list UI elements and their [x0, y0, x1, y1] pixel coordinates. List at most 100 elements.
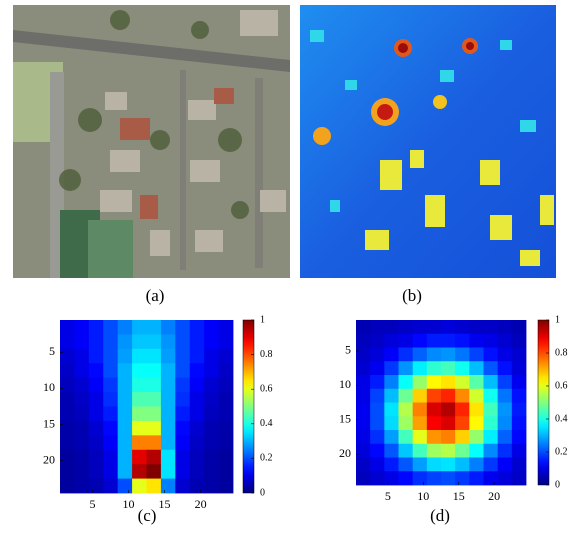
colorbar-tick-label: 0.6	[555, 380, 568, 391]
heatmap-cell	[60, 479, 75, 494]
heatmap-cell	[384, 416, 399, 430]
heatmap-cell	[161, 450, 176, 465]
heatmap-cell	[356, 458, 371, 472]
heatmap-cell	[161, 392, 176, 407]
heatmap-cell	[370, 416, 385, 430]
heatmap-cell	[74, 378, 89, 393]
heatmap-cell	[204, 479, 219, 494]
heatmap-cell	[441, 389, 456, 403]
heatmap-cell	[427, 471, 442, 485]
heatmap-cell	[219, 349, 234, 364]
heatmap-cell	[103, 349, 118, 364]
heatmap-cell	[175, 450, 190, 465]
heatmap-cell	[469, 375, 484, 389]
heatmap-cell	[74, 320, 89, 335]
heatmap-cell	[204, 334, 219, 349]
heatmap-cell	[498, 334, 513, 348]
heatmap-cell	[427, 389, 442, 403]
y-tick-label: 5	[49, 344, 55, 358]
heatmap-cell	[356, 416, 371, 430]
x-tick-label: 20	[488, 489, 500, 503]
heatmap-cell	[455, 458, 470, 472]
heatmap-cell	[498, 361, 513, 375]
heatmap-cell	[161, 320, 176, 335]
heatmap-cell	[427, 444, 442, 458]
heatmap-cell	[74, 363, 89, 378]
height-map-image	[300, 5, 556, 278]
heatmap-cell	[484, 334, 499, 348]
heatmap-cell	[190, 435, 205, 450]
heatmap-cell	[219, 320, 234, 335]
heatmap-cell	[147, 407, 162, 422]
heatmap-cell	[118, 464, 133, 479]
heatmap-cell	[370, 430, 385, 444]
heatmap-cell	[441, 375, 456, 389]
colorbar-tick-label: 0.4	[555, 413, 568, 424]
heatmap-cell	[427, 430, 442, 444]
heatmap-cell	[498, 416, 513, 430]
heatmap-cell	[147, 392, 162, 407]
heatmap-cell	[484, 320, 499, 334]
heatmap-cell	[103, 435, 118, 450]
heatmap-cell	[74, 421, 89, 436]
heatmap-cell	[455, 361, 470, 375]
heatmap-cell	[74, 334, 89, 349]
y-tick-label: 10	[43, 380, 55, 394]
colorbar-tick-label: 0.8	[260, 349, 273, 360]
heatmap-cell	[161, 363, 176, 378]
heatmap-cell	[484, 389, 499, 403]
heatmap-cell	[89, 363, 104, 378]
heatmap-cell	[74, 450, 89, 465]
heatmap-cell	[356, 403, 371, 417]
x-tick-label: 5	[385, 489, 391, 503]
heatmap-cell	[413, 389, 428, 403]
heatmap-cell	[147, 363, 162, 378]
heatmap-cell	[441, 320, 456, 334]
heatmap-cell	[118, 363, 133, 378]
heatmap-cell	[175, 334, 190, 349]
heatmap-cell	[413, 471, 428, 485]
heatmap-cell	[132, 392, 147, 407]
x-tick-label: 10	[122, 497, 134, 511]
heatmap-cell	[74, 407, 89, 422]
colorbar-tick-label: 0.4	[260, 418, 273, 429]
heatmap-cell	[175, 363, 190, 378]
heatmap-cell	[413, 458, 428, 472]
heatmap-cell	[469, 458, 484, 472]
heatmap-cell	[219, 392, 234, 407]
heatmap-cell	[89, 479, 104, 494]
colorbar	[538, 320, 549, 485]
heatmap-cell	[118, 378, 133, 393]
heatmap-cell	[147, 421, 162, 436]
heatmap-cell	[399, 444, 414, 458]
heatmap-cell	[204, 435, 219, 450]
heatmap-cell	[370, 320, 385, 334]
heatmap-cell	[118, 392, 133, 407]
heatmap-cell	[427, 375, 442, 389]
heatmap-cell	[384, 444, 399, 458]
heatmap-cell	[161, 479, 176, 494]
heatmap-cell	[498, 320, 513, 334]
heatmap-cell	[204, 392, 219, 407]
heatmap-cell	[60, 378, 75, 393]
heatmap-cell	[175, 421, 190, 436]
heatmap-cell	[219, 421, 234, 436]
heatmap-cell	[132, 349, 147, 364]
x-tick-label: 10	[417, 489, 429, 503]
heatmap-cell	[204, 378, 219, 393]
heatmap-cell	[469, 471, 484, 485]
heatmap-cell	[469, 334, 484, 348]
heatmap-cell	[512, 444, 527, 458]
heatmap-cell	[89, 320, 104, 335]
heatmap-cell	[370, 444, 385, 458]
heatmap-cell	[441, 361, 456, 375]
heatmap-cell	[132, 378, 147, 393]
heatmap-cell	[441, 458, 456, 472]
heatmap-cell	[190, 334, 205, 349]
heatmap-cell	[132, 363, 147, 378]
heatmap-cell	[161, 378, 176, 393]
heatmap-cell	[498, 375, 513, 389]
heatmap-cell	[190, 392, 205, 407]
heatmap-cell	[469, 320, 484, 334]
heatmap-cell	[370, 348, 385, 362]
